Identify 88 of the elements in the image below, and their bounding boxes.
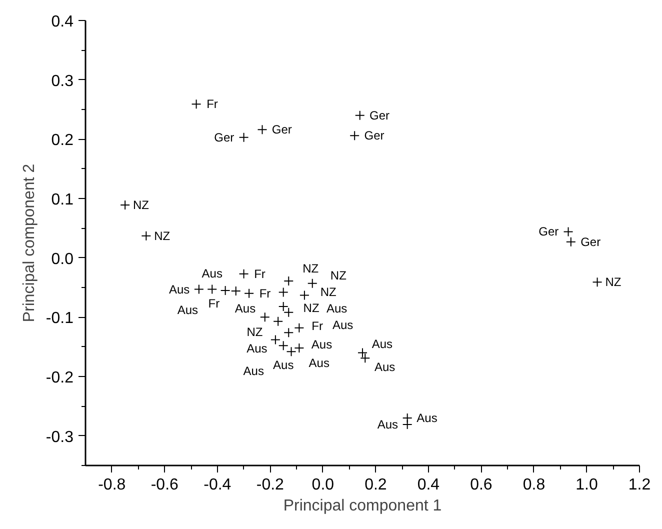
point (260, 312, 270, 322)
text: Ger (272, 122, 292, 137)
point (307, 278, 318, 288)
x-tick-label: -0.2 (256, 476, 284, 494)
point (244, 288, 254, 298)
point (120, 200, 130, 210)
x-tick-label: 1.0 (576, 476, 598, 494)
point (270, 334, 280, 345)
point (278, 301, 288, 312)
y-tick-label: -0.2 (46, 370, 74, 386)
x-tick-label: 0.0 (312, 476, 334, 494)
x-tick-label: 0.2 (364, 476, 387, 494)
text: NZ (320, 285, 336, 300)
series-label: NZ (303, 301, 320, 316)
point (273, 316, 284, 326)
text: Aus (243, 364, 264, 378)
text: Ger (370, 108, 390, 122)
point (257, 124, 268, 135)
y-tick-label: 0.3 (51, 72, 74, 90)
text: Aus (416, 411, 438, 426)
x-tick-label: -0.8 (98, 476, 126, 494)
text: Aus (177, 302, 198, 317)
point (207, 284, 218, 294)
text: Ger (580, 234, 601, 249)
text: Aus (308, 356, 330, 370)
point (230, 286, 241, 296)
text: Aus (326, 301, 348, 316)
series-label: Ger (538, 224, 559, 239)
x-axis-title: Principal component 1 (283, 498, 442, 514)
y-tick-label: -0.1 (46, 310, 74, 328)
text: Aus (377, 418, 398, 432)
point (360, 353, 370, 364)
point (294, 343, 304, 354)
text: NZ (605, 275, 622, 290)
y-tick-label: 0.4 (51, 14, 74, 30)
text: Fr (259, 286, 271, 300)
text: Aus (202, 266, 222, 280)
text: NZ (133, 198, 150, 212)
text: Fr (312, 318, 323, 333)
text: Ger (214, 130, 234, 144)
x-tick-label: 1.2 (628, 476, 651, 494)
point (278, 340, 288, 351)
y-tick-label: 0.0 (51, 250, 74, 268)
y-tick-label: -0.3 (46, 428, 74, 446)
y-tick-label: 0.1 (51, 192, 74, 208)
text: Fr (208, 296, 220, 310)
point (299, 290, 310, 300)
y-axis-title: Principal component 2 (20, 164, 38, 322)
point (194, 284, 204, 294)
text: NZ (154, 228, 170, 243)
text: Aus (234, 301, 256, 316)
text: Aus (374, 360, 396, 374)
point (294, 322, 304, 333)
point (402, 420, 412, 430)
point (284, 276, 294, 286)
point (358, 348, 368, 358)
x-tick-label: -0.4 (204, 476, 232, 494)
point (286, 346, 296, 357)
text: Fr (254, 266, 266, 281)
x-tick-label: -0.6 (150, 476, 179, 494)
text: Aus (372, 337, 393, 352)
text: NZ (330, 268, 346, 283)
series-label: Fr (206, 97, 218, 112)
point (563, 226, 574, 237)
point (350, 130, 360, 141)
point (566, 236, 576, 247)
text: Ger (364, 128, 384, 143)
y-tick-label: 0.2 (51, 132, 74, 150)
point (278, 287, 288, 298)
point (284, 307, 294, 318)
point (141, 230, 152, 241)
x-tick-label: 0.6 (470, 476, 492, 494)
point (191, 99, 202, 110)
point (220, 285, 230, 296)
point (592, 277, 602, 288)
text: Aus (332, 318, 354, 332)
x-tick-label: 0.4 (417, 476, 440, 494)
text: Aus (311, 337, 332, 352)
point (354, 110, 365, 120)
text: Aus (246, 341, 268, 356)
text: NZ (246, 324, 263, 339)
point (238, 132, 249, 142)
text: Aus (168, 282, 190, 296)
point (238, 268, 249, 279)
point (284, 328, 294, 338)
x-tick-label: 0.8 (522, 476, 546, 494)
series-label: Aus (273, 358, 294, 372)
text: NZ (302, 262, 319, 276)
